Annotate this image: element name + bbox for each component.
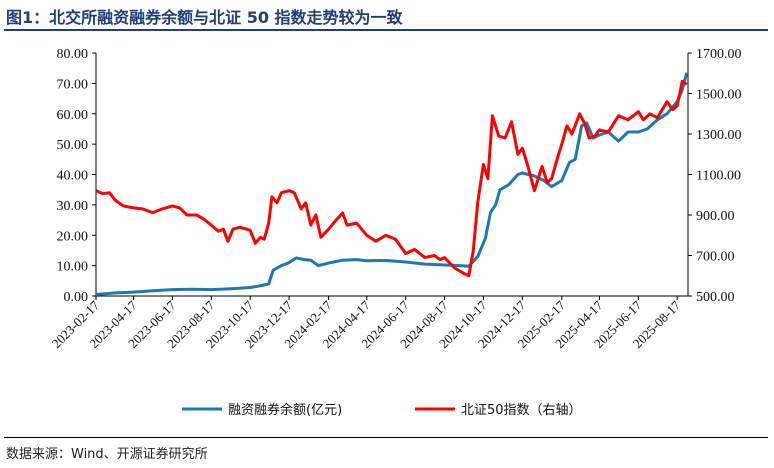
left-tick-label: 10.00	[57, 260, 89, 275]
legend-label-margin-balance: 融资融券余额(亿元)	[228, 402, 342, 418]
margin-balance-line	[95, 72, 689, 296]
left-tick-label: 0.00	[64, 290, 89, 305]
left-tick-label: 40.00	[57, 169, 89, 184]
chart-title: 图1：北交所融资融券余额与北证 50 指数走势较为一致	[6, 8, 403, 27]
source-divider	[4, 437, 768, 438]
data-source-note: 数据来源：Wind、开源证券研究所	[6, 447, 208, 462]
right-tick-label: 1300.00	[696, 128, 742, 143]
legend-label-bse50: 北证50指数（右轴）	[461, 403, 582, 418]
left-tick-label: 30.00	[57, 199, 89, 214]
left-tick-label: 60.00	[57, 108, 89, 123]
dual-axis-line-chart: 0.00 10.00 20.00 30.00 40.00 50.00 60.00 70.00 8…	[49, 47, 742, 418]
right-tick-label: 1100.00	[696, 169, 741, 184]
right-tick-label: 900.00	[696, 209, 735, 224]
left-tick-label: 70.00	[57, 77, 89, 92]
right-tick-label: 700.00	[696, 250, 735, 265]
title-underline	[4, 29, 768, 31]
right-tick-label: 1700.00	[696, 47, 742, 62]
left-tick-label: 80.00	[57, 47, 89, 62]
right-tick-label: 500.00	[696, 290, 735, 305]
left-tick-label: 50.00	[57, 138, 89, 153]
left-tick-label: 20.00	[57, 229, 89, 244]
bse50-index-line	[95, 79, 688, 278]
right-tick-label: 1500.00	[696, 88, 742, 103]
